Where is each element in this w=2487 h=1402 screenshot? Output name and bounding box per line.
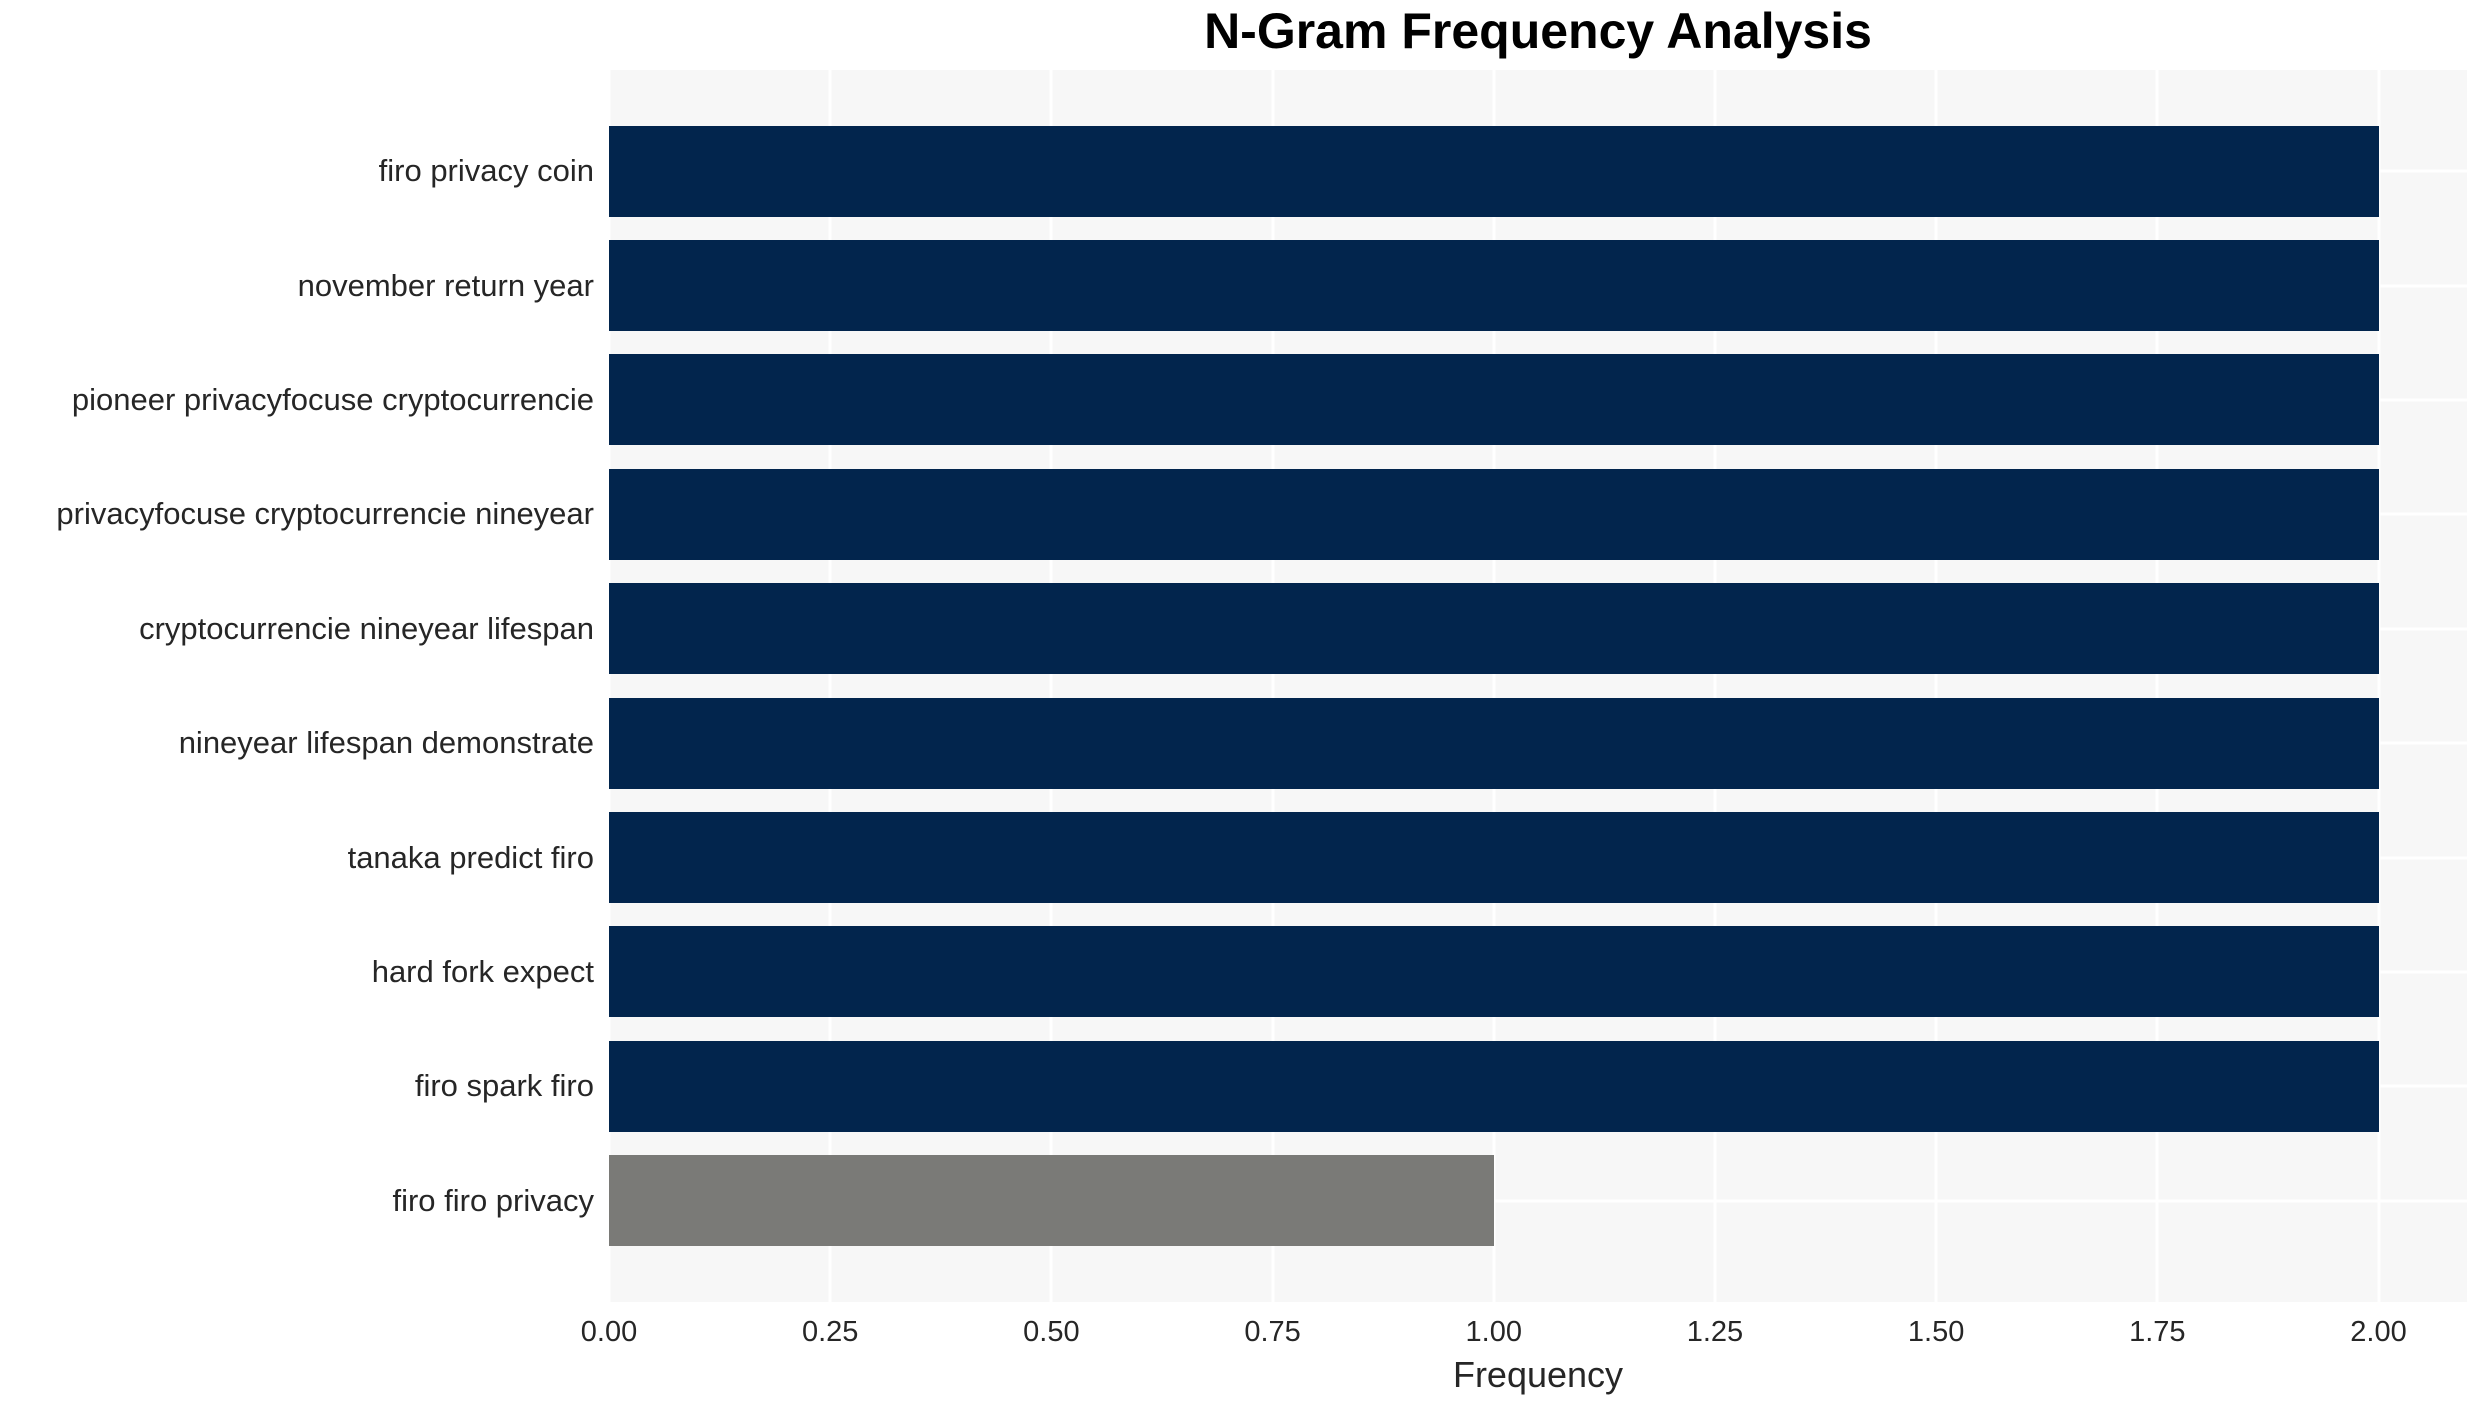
- bar-row: [609, 114, 2467, 228]
- x-tick-label-1.25: 1.25: [1686, 1316, 1744, 1348]
- x-tick-label-2.00: 2.00: [2350, 1316, 2407, 1348]
- bar-row: [609, 1144, 2467, 1258]
- y-tick-label: november return year: [297, 267, 594, 303]
- gridline-vertical-2.00: [2377, 70, 2381, 1302]
- x-axis-ticks: 0.00 0.25 0.50 0.75 1.00 1.25 1.50 1.75 2.00: [581, 1316, 2467, 1356]
- bar-privacyfocuse-cryptocurrencie-nineyear: [609, 468, 2379, 560]
- bar-firo-firo-privacy: [609, 1155, 1494, 1247]
- y-tick-label: privacyfocuse cryptocurrencie nineyear: [56, 496, 594, 532]
- gridline-vertical-1.50: [1934, 70, 1938, 1302]
- y-tick-label: cryptocurrencie nineyear lifespan: [139, 610, 594, 646]
- bar-row: [609, 343, 2467, 457]
- bar-row: [609, 686, 2467, 800]
- y-tick-label: firo firo privacy: [392, 1182, 594, 1218]
- bar-nineyear-lifespan-demonstrate: [609, 697, 2379, 789]
- gridline-horizontal: [609, 1199, 2467, 1203]
- bar-row: [609, 572, 2467, 686]
- bar-firo-spark-firo: [609, 1040, 2379, 1132]
- chart-title: N-Gram Frequency Analysis: [1204, 3, 1872, 59]
- gridline-vertical-1.25: [1713, 70, 1717, 1302]
- gridline-vertical-0.25: [828, 70, 832, 1302]
- bar-cryptocurrencie-nineyear-lifespan: [609, 583, 2379, 675]
- bar-hard-fork-expect: [609, 926, 2379, 1018]
- gridline-vertical-0.50: [1049, 70, 1053, 1302]
- y-tick-label: nineyear lifespan demonstrate: [178, 725, 594, 761]
- gridline-vertical-0.75: [1271, 70, 1275, 1302]
- y-axis-labels: firo privacy coin november return year pio…: [0, 70, 594, 1302]
- bar-row: [609, 228, 2467, 342]
- bar-row: [609, 457, 2467, 571]
- x-tick-label-0.00: 0.00: [580, 1316, 638, 1348]
- x-tick-label-1.75: 1.75: [2129, 1316, 2186, 1348]
- bar-row: [609, 800, 2467, 914]
- y-tick-label: firo privacy coin: [378, 153, 594, 189]
- x-tick-label-0.50: 0.50: [1023, 1316, 1080, 1348]
- gridline-vertical-0.00: [607, 70, 611, 1302]
- bar-pioneer-privacyfocuse-cryptocurrencie: [609, 354, 2379, 446]
- gridline-vertical-1.00: [1492, 70, 1496, 1302]
- y-tick-label: hard fork expect: [371, 954, 594, 989]
- x-tick-label-0.25: 0.25: [801, 1316, 859, 1348]
- x-tick-label-1.00: 1.00: [1465, 1316, 1522, 1348]
- y-tick-label: firo spark firo: [414, 1068, 594, 1104]
- bar-row: [609, 915, 2467, 1029]
- y-tick-label: pioneer privacyfocuse cryptocurrencie: [71, 382, 594, 417]
- bar-tanaka-predict-firo: [609, 812, 2379, 904]
- bar-row: [609, 1029, 2467, 1143]
- plot-area: [607, 70, 2467, 1302]
- x-tick-label-0.75: 0.75: [1244, 1316, 1301, 1348]
- y-tick-label: tanaka predict firo: [347, 839, 594, 875]
- bar-november-return-year: [609, 240, 2379, 332]
- x-axis-title: Frequency: [1452, 1354, 1624, 1395]
- bar-firo-privacy-coin: [609, 125, 2379, 217]
- gridline-vertical-1.75: [2155, 70, 2159, 1302]
- x-tick-label-1.50: 1.50: [1907, 1316, 1965, 1348]
